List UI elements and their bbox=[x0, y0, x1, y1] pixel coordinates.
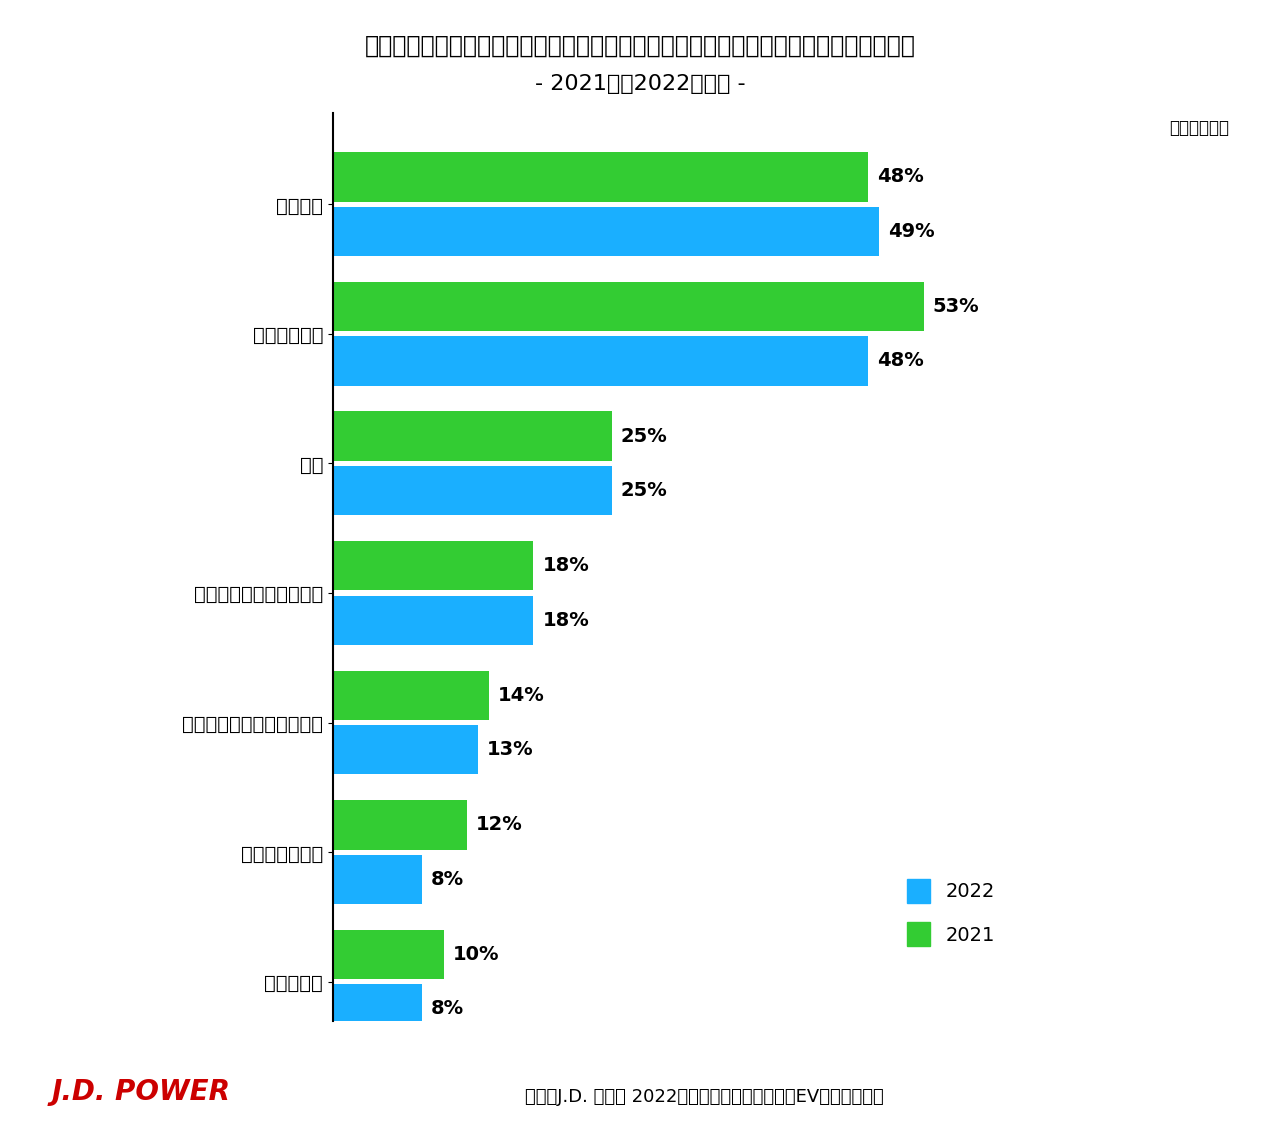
Text: J.D. POWER: J.D. POWER bbox=[51, 1077, 230, 1106]
Bar bbox=[333, 282, 924, 331]
Text: （複数回答）: （複数回答） bbox=[1169, 119, 1229, 137]
Bar bbox=[333, 337, 868, 386]
Text: 48%: 48% bbox=[877, 352, 924, 371]
Text: 25%: 25% bbox=[621, 426, 667, 446]
Text: 53%: 53% bbox=[933, 297, 979, 316]
Text: 13%: 13% bbox=[486, 741, 534, 760]
Text: 8%: 8% bbox=[431, 870, 465, 889]
Text: 18%: 18% bbox=[543, 610, 589, 629]
Text: 10%: 10% bbox=[453, 945, 499, 964]
Text: 14%: 14% bbox=[498, 686, 544, 705]
Bar bbox=[333, 670, 489, 720]
Bar bbox=[333, 984, 422, 1033]
Bar bbox=[333, 412, 612, 460]
Bar bbox=[333, 801, 467, 849]
Bar bbox=[333, 930, 444, 979]
Text: 49%: 49% bbox=[888, 222, 934, 240]
Bar bbox=[333, 152, 868, 202]
Text: 48%: 48% bbox=[877, 168, 924, 186]
Text: 18%: 18% bbox=[543, 556, 589, 575]
Text: 出典：J.D. パワー 2022年車のエンジンタイプやEV購入意向調査: 出典：J.D. パワー 2022年車のエンジンタイプやEV購入意向調査 bbox=[525, 1088, 883, 1106]
Legend: 2022, 2021: 2022, 2021 bbox=[887, 860, 1014, 965]
Text: - 2021年／2022年比較 -: - 2021年／2022年比較 - bbox=[535, 74, 745, 94]
Bar bbox=[333, 595, 534, 645]
Bar bbox=[333, 466, 612, 515]
Bar bbox=[333, 541, 534, 591]
Bar bbox=[333, 855, 422, 904]
Bar bbox=[333, 206, 879, 256]
Text: 25%: 25% bbox=[621, 481, 667, 500]
Text: 8%: 8% bbox=[431, 999, 465, 1018]
Bar bbox=[333, 725, 477, 775]
Text: 次に自家用車を購入するとしたら、どのようなエンジンタイプを検討すると思いますか: 次に自家用車を購入するとしたら、どのようなエンジンタイプを検討すると思いますか bbox=[365, 34, 915, 58]
Text: 12%: 12% bbox=[475, 815, 522, 835]
